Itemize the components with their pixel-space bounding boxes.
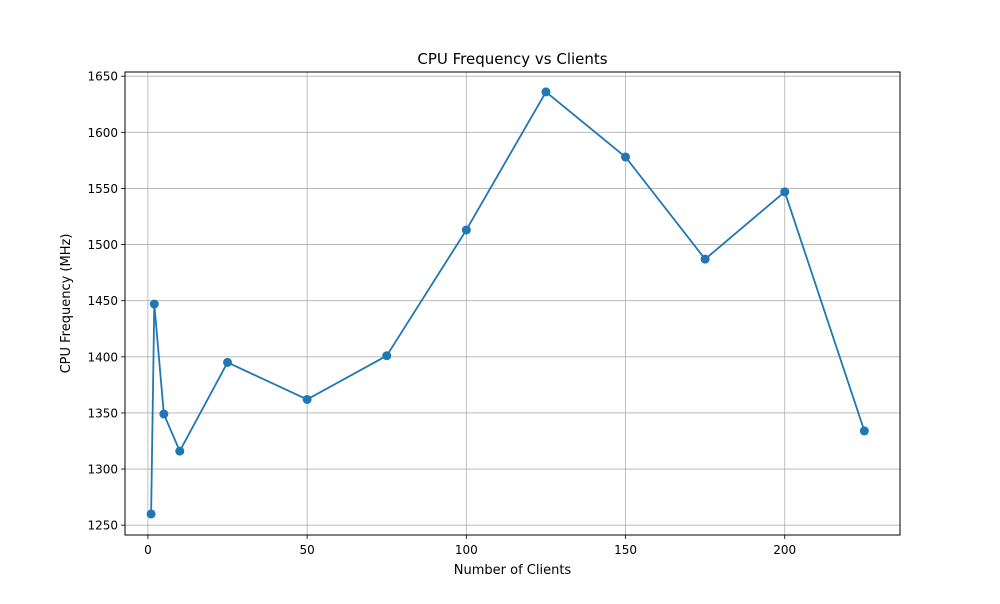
y-tick-label: 1550 [87, 182, 118, 196]
data-point [382, 351, 392, 361]
plot-frame [124, 71, 901, 536]
series-line [150, 91, 866, 514]
y-tick-label: 1250 [87, 519, 118, 533]
data-point [541, 87, 551, 97]
y-tick-label: 1350 [87, 406, 118, 420]
data-point [859, 426, 869, 436]
x-axis-ticks: 0 50 100 150 200 [144, 535, 796, 557]
y-tick-label: 1650 [87, 70, 118, 84]
x-tick-label: 100 [455, 543, 478, 557]
x-tick-label: 0 [144, 543, 152, 557]
data-point [223, 357, 233, 367]
data-point [780, 187, 790, 197]
y-axis-ticks: 1250 1300 1350 1400 1450 1500 1550 1600 1650 [87, 70, 125, 533]
y-axis-label: CPU Frequency (MHz) [59, 234, 74, 374]
x-tick-label: 150 [614, 543, 637, 557]
series-line-layer [150, 91, 866, 514]
x-axis-label: Number of Clients [454, 563, 572, 578]
data-point [175, 446, 185, 456]
y-tick-label: 1600 [87, 126, 118, 140]
data-points [146, 87, 869, 519]
data-point [621, 152, 631, 162]
y-tick-label: 1500 [87, 238, 118, 252]
y-tick-label: 1300 [87, 463, 118, 477]
data-point [302, 394, 312, 404]
data-point [149, 299, 159, 309]
data-point [159, 409, 169, 419]
data-point [146, 509, 156, 519]
data-point [700, 254, 710, 264]
grid [125, 72, 900, 535]
y-tick-label: 1450 [87, 294, 118, 308]
x-tick-label: 50 [299, 543, 314, 557]
data-point [461, 225, 471, 235]
y-tick-label: 1400 [87, 350, 118, 364]
x-tick-label: 200 [773, 543, 796, 557]
chart-title: CPU Frequency vs Clients [417, 50, 607, 68]
